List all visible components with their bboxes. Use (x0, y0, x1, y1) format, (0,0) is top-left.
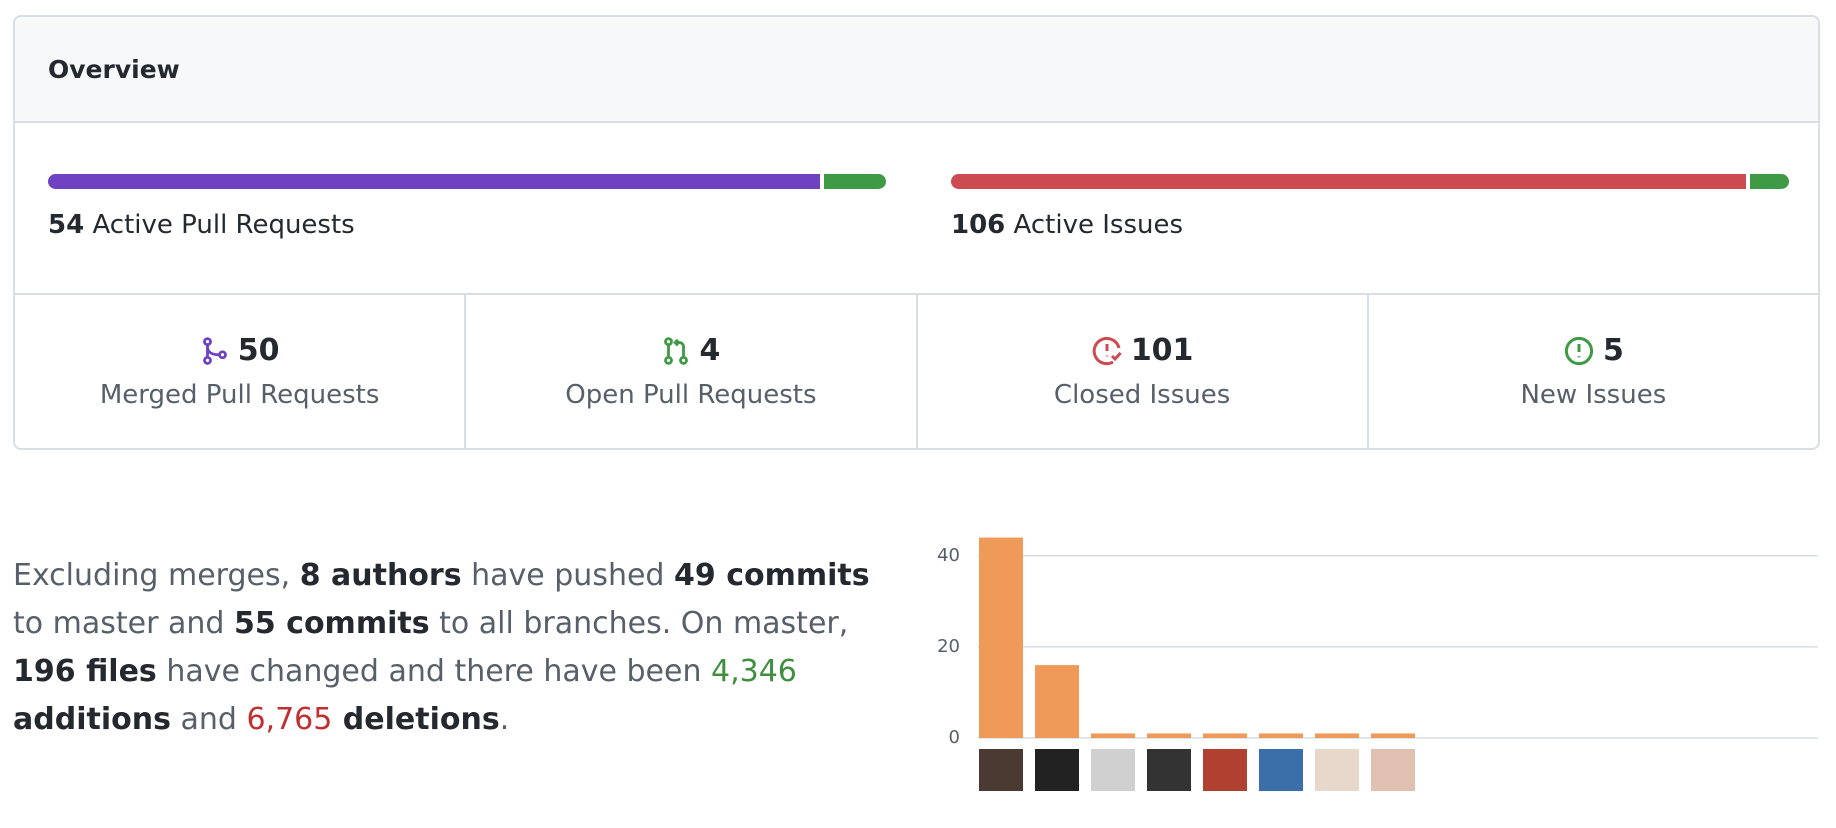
count: 101 (1130, 333, 1194, 368)
text-segment: to all branches. On master, (429, 606, 849, 641)
y-tick-label: 0 (949, 727, 960, 748)
merge-icon (202, 336, 227, 365)
label: Active Issues (1013, 210, 1184, 240)
label: Active Pull Requests (92, 210, 355, 240)
bar (1091, 733, 1135, 738)
merged-stat[interactable]: 50 Merged Pull Requests (15, 295, 464, 448)
avatar (979, 749, 1023, 791)
open-segment (824, 174, 886, 189)
text-segment: . (499, 702, 510, 737)
active-issues: 106 Active Issues (951, 210, 1183, 240)
pr-icon (664, 336, 689, 365)
commit-summary: Excluding merges, 8 authors have pushed … (13, 552, 903, 744)
avatar (1315, 749, 1359, 791)
bar (979, 537, 1023, 738)
new-segment (1749, 174, 1789, 189)
label: Merged Pull Requests (99, 380, 380, 410)
text-segment: additions (13, 702, 171, 737)
text-segment: 49 commits (674, 558, 870, 593)
avatar (1203, 749, 1247, 791)
avatar (1035, 749, 1079, 791)
count: 106 (951, 210, 1006, 240)
closed-stat[interactable]: 101 Closed Issues (915, 295, 1367, 448)
text-segment: 4,346 (711, 654, 797, 689)
text-segment: 6,765 (246, 702, 333, 737)
count: 50 (237, 333, 280, 368)
active-prs: 54 Active Pull Requests (48, 210, 355, 240)
overview-box: Overview 54 Active Pull Requests 106 Act… (13, 15, 1820, 450)
closed-segment (951, 174, 1746, 189)
pr-progress (48, 174, 886, 189)
title: Overview (48, 54, 180, 84)
text-segment: to master and (13, 606, 234, 641)
text-segment: Excluding merges, (13, 558, 300, 593)
bar (1203, 733, 1247, 738)
count: 5 (1602, 333, 1624, 368)
closed-issue-icon (1092, 336, 1122, 365)
bar (1315, 733, 1359, 738)
text-segment: 55 commits (233, 606, 430, 641)
text-segment: and (170, 702, 247, 737)
avatar (1259, 749, 1303, 791)
text-segment: 8 authors (299, 558, 462, 593)
avatar (1371, 749, 1415, 791)
avatar (1091, 749, 1135, 791)
commit-chart: 0 20 40 (937, 537, 1818, 791)
avatar (1147, 749, 1191, 791)
header: Overview (15, 17, 1818, 123)
label: Open Pull Requests (565, 380, 817, 410)
stats: 50 Merged Pull Requests 4 Open Pull Requ… (15, 293, 1818, 448)
bar (1147, 733, 1191, 738)
count: 54 (48, 210, 85, 240)
label: Closed Issues (1053, 380, 1231, 410)
text-segment: have changed and there have been (156, 654, 711, 689)
y-tick-label: 20 (937, 636, 960, 657)
text-segment: deletions (332, 702, 500, 737)
bar (1259, 733, 1303, 738)
bar (1371, 733, 1415, 738)
merged-segment (48, 174, 821, 189)
text-segment: have pushed (461, 558, 674, 593)
text-segment: 196 files (13, 654, 157, 689)
y-tick-label: 40 (937, 545, 960, 566)
new-stat[interactable]: 5 New Issues (1366, 295, 1818, 448)
open-stat[interactable]: 4 Open Pull Requests (464, 295, 915, 448)
issue-icon (1564, 336, 1594, 365)
bar (1035, 665, 1079, 738)
issue-progress (951, 174, 1789, 189)
label: New Issues (1520, 380, 1667, 410)
count: 4 (699, 333, 721, 368)
